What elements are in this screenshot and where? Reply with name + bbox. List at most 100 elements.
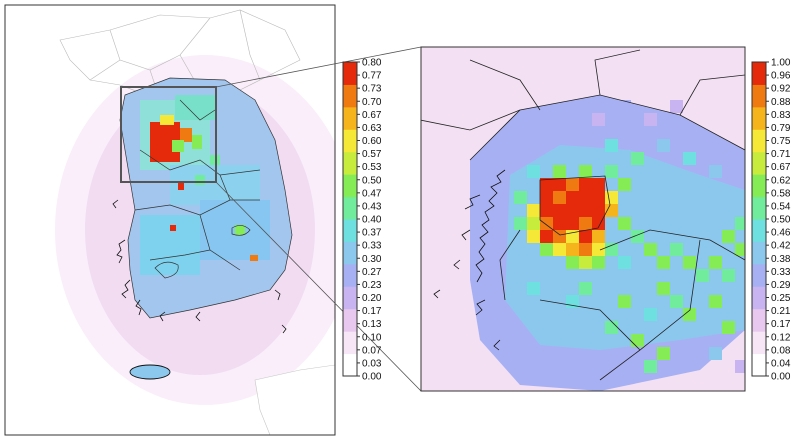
colorbar-swatch [343, 263, 357, 287]
zoom-cell [657, 282, 670, 295]
colorbar-tick-label: 0.71 [771, 149, 791, 160]
zoom-cell [553, 230, 566, 243]
zoom-connector-top [215, 46, 422, 88]
colorbar-tick-label: 0.67 [771, 162, 791, 173]
colorbar-swatch [752, 174, 766, 198]
colorbar-tick-label: 0.33 [771, 267, 791, 278]
zoom-cell [579, 191, 592, 204]
zoom-cell [722, 230, 735, 243]
colorbar-tick-label: 0.04 [771, 358, 791, 369]
zoom-cell [644, 360, 657, 373]
zoom-cell [631, 152, 644, 165]
colorbar-tick-label: 0.42 [771, 241, 791, 252]
colorbar-swatch [752, 263, 766, 287]
zoom-cell [527, 204, 540, 217]
colorbar-tick-label: 0.47 [362, 188, 382, 199]
japan-outline [254, 364, 335, 435]
colorbar-tick-label: 1.00 [771, 58, 791, 69]
zoom-cell [553, 165, 566, 178]
zoom-region-box [120, 86, 217, 183]
colorbar-swatch [752, 106, 766, 130]
colorbar-swatch [752, 84, 766, 108]
zoom-cell [592, 191, 605, 204]
zoom-cell [644, 243, 657, 256]
colorbar-swatch [343, 151, 357, 175]
zoom-cell [579, 165, 592, 178]
zoom-cell [566, 243, 579, 256]
left-map-frame [4, 4, 336, 436]
colorbar-swatch [343, 129, 357, 153]
zoom-coastline [433, 169, 506, 351]
korea-overview-map [5, 5, 335, 435]
zoom-cell [605, 243, 618, 256]
zoom-cell [566, 191, 579, 204]
zoom-cell [579, 282, 592, 295]
seoul-region-zoom-map [421, 47, 745, 391]
colorbar-tick-label: 0.62 [771, 175, 791, 186]
zoom-cell [566, 204, 579, 217]
colorbar-swatch [343, 196, 357, 220]
colorbar-tick-label: 0.83 [771, 110, 791, 121]
colorbar-swatch [343, 106, 357, 130]
colorbar-swatch [752, 286, 766, 310]
zoom-cell [553, 204, 566, 217]
zoom-connector-bottom [215, 181, 422, 392]
zoom-cell [683, 256, 696, 269]
colorbar-swatch [343, 174, 357, 198]
colorbar-tick-label: 0.33 [362, 241, 382, 252]
zoom-cell [618, 178, 631, 191]
zoom-cell [592, 204, 605, 217]
zoom-cell [540, 243, 553, 256]
zoom-cell [527, 165, 540, 178]
colorbar-tick-label: 0.20 [362, 293, 382, 304]
zoom-cell [579, 204, 592, 217]
zoom-cell [683, 152, 696, 165]
zoom-boundaries [421, 49, 745, 381]
colorbar-tick-label: 0.67 [362, 110, 382, 121]
colorbar-swatch [752, 129, 766, 153]
colorbar-tick-label: 0.54 [771, 201, 791, 212]
colorbar-tick-label: 0.60 [362, 136, 382, 147]
colorbar-tick-label: 0.79 [771, 123, 791, 134]
colorbar-swatch [343, 84, 357, 108]
zoom-cell [579, 256, 592, 269]
zoom-cell [618, 217, 631, 230]
colorbar-tick-label: 0.40 [362, 215, 382, 226]
zoom-cell [618, 256, 631, 269]
zoom-concentration-cells [514, 100, 745, 373]
zoom-cell [553, 191, 566, 204]
zoom-cell [722, 321, 735, 334]
colorbar-tick-label: 0.53 [362, 162, 382, 173]
zoom-cell [605, 191, 618, 204]
zoom-cell [631, 230, 644, 243]
zoom-cell [540, 204, 553, 217]
jeju-island [129, 364, 171, 380]
colorbar-swatch [752, 353, 766, 377]
zoom-cell [605, 321, 618, 334]
zoom-cell [540, 178, 553, 191]
colorbar-tick-label: 0.30 [362, 254, 382, 265]
colorbar-swatch [752, 151, 766, 175]
zoom-cell [644, 113, 657, 126]
zoom-cell [683, 308, 696, 321]
colorbar-swatch [343, 219, 357, 242]
colorbar-swatch [343, 353, 357, 377]
colorbar-tick-label: 0.92 [771, 84, 791, 95]
zoom-cell [605, 165, 618, 178]
colorbar-tick-label: 0.73 [362, 84, 382, 95]
zoom-cell [709, 256, 722, 269]
colorbar-tick-label: 0.46 [771, 228, 791, 239]
colorbar-tick-label: 0.29 [771, 280, 791, 291]
colorbar-left: 0.80 0.77 0.73 0.70 0.67 0.63 0.60 0.57 0.53 0.50… [342, 58, 382, 383]
zoom-cell [527, 282, 540, 295]
colorbar-tick-label: 0.63 [362, 123, 382, 134]
zoom-cell [735, 243, 745, 256]
zoom-cell [722, 269, 735, 282]
zoom-cell [592, 113, 605, 126]
zoom-cell [540, 308, 553, 321]
colorbar-swatch [752, 196, 766, 220]
zoom-cell [644, 308, 657, 321]
colorbar-tick-label: 0.07 [362, 345, 382, 356]
colorbar-right: 1.00 0.96 0.92 0.88 0.83 0.79 0.75 0.71 0.67 0.62… [751, 58, 791, 383]
zoom-cell [540, 217, 553, 230]
